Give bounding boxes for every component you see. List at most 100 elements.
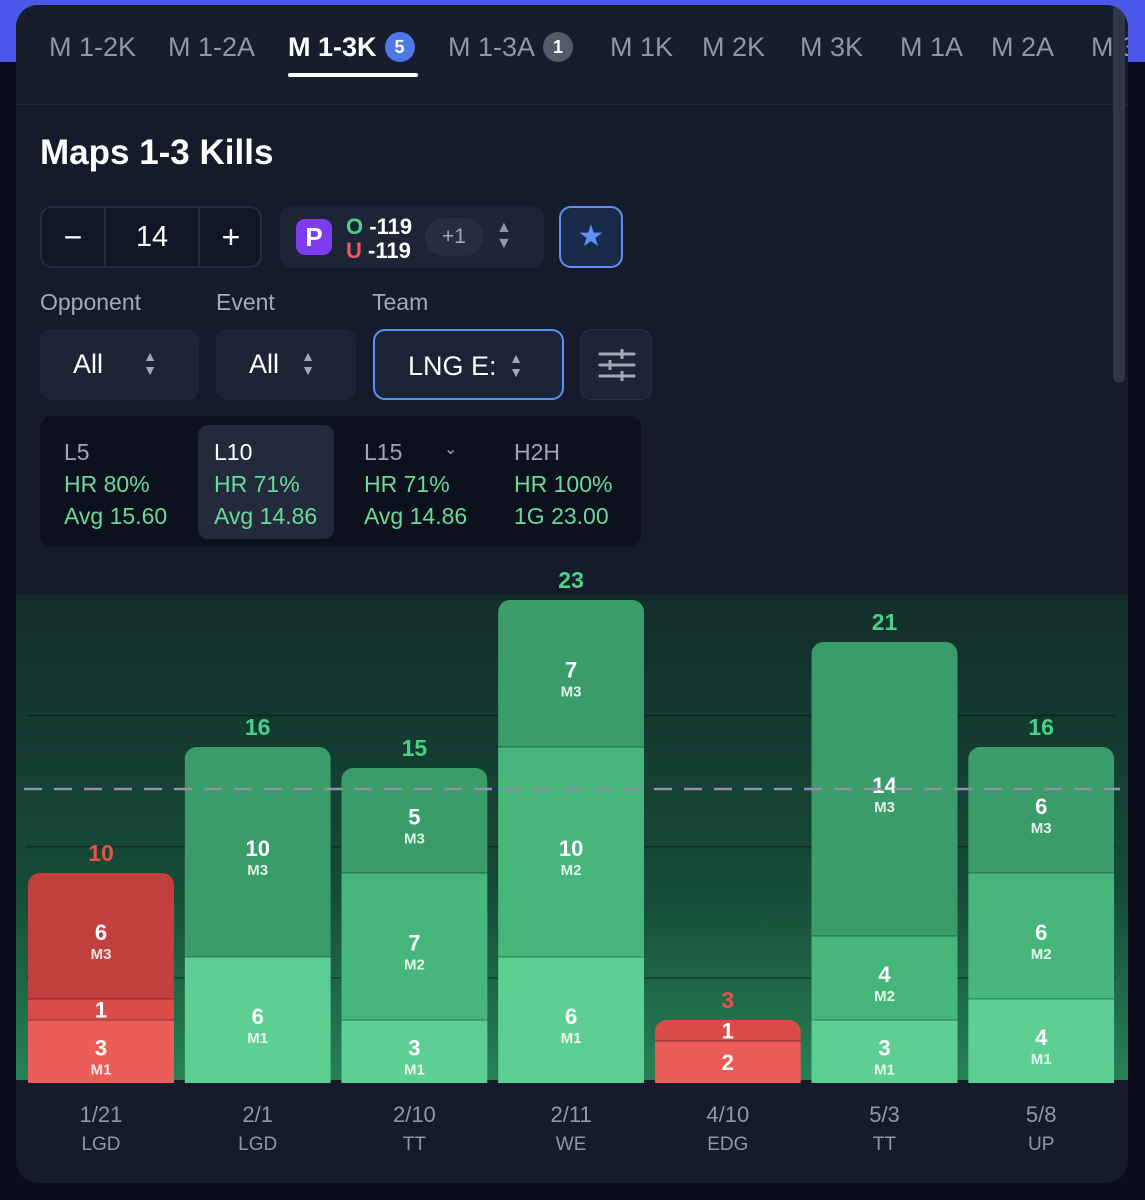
kills-bar-chart: 3M116M3106M110M3163M17M25M3156M110M27M32… <box>24 567 1120 1083</box>
segment-map-label: M1 <box>404 1062 425 1079</box>
x-axis-label: 2/10 TT <box>341 1102 487 1156</box>
odds-selector[interactable]: P O -119 U -119 +1 ▲ ▼ <box>280 206 544 268</box>
bar-segment-m1 <box>654 1041 801 1083</box>
increment-button[interactable]: + <box>221 219 241 255</box>
scrollbar[interactable] <box>1113 5 1125 383</box>
segment-map-label: M1 <box>561 1030 582 1047</box>
tab-5[interactable]: M 2K <box>702 32 765 72</box>
bar-segment-m1 <box>811 1020 958 1083</box>
tab-label: M 3K <box>800 32 864 62</box>
segment-value: 4 <box>878 962 891 987</box>
segment-map-label: M2 <box>561 862 582 879</box>
segment-value: 1 <box>95 998 107 1023</box>
bar-segment-m3 <box>184 747 331 957</box>
x-axis-label: 2/11 WE <box>498 1102 644 1156</box>
segment-value: 3 <box>95 1036 107 1061</box>
segment-map-label: M1 <box>91 1062 112 1079</box>
stat-card-h2h[interactable]: H2H HR 100% 1G 23.00 <box>498 425 634 539</box>
bar-4/10[interactable]: 2 1 3 <box>654 987 801 1083</box>
bar-segment-m2 <box>811 936 958 1020</box>
stat-avg: 1G 23.00 <box>514 503 609 529</box>
tab-label: M 2A <box>991 32 1055 62</box>
opponent-team: LGD <box>238 1134 278 1155</box>
tab-6[interactable]: M 3K <box>800 32 863 72</box>
tab-label: M 1-2K <box>49 32 137 62</box>
prizepicks-logo-icon: P <box>296 219 332 255</box>
tab-label: M 1A <box>900 32 964 62</box>
segment-value: 1 <box>722 1019 734 1044</box>
bar-2/10[interactable]: 3M1 7M2 5M3 15 <box>341 735 488 1083</box>
stats-summary: L5 HR 80% Avg 15.60 L10 HR 71% Avg 14.86 L15 HR… <box>40 416 641 547</box>
game-date: 2/11 <box>550 1102 592 1127</box>
tab-2[interactable]: M 1-3K 5 <box>288 32 415 72</box>
x-axis-label: 1/21 LGD <box>28 1102 174 1156</box>
segment-map-label: M2 <box>404 957 425 974</box>
segment-map-label: M1 <box>247 1030 268 1047</box>
x-axis-label: 4/10 EDG <box>655 1102 801 1156</box>
bar-total-label: 21 <box>872 609 898 635</box>
stat-card-l15[interactable]: L15 HR 71% Avg 14.86 ⌄ <box>348 425 484 539</box>
filter-settings-button[interactable] <box>580 329 652 400</box>
bar-total-label: 15 <box>402 735 428 761</box>
segment-value: 3 <box>878 1036 890 1061</box>
stat-head: L5 <box>64 439 90 465</box>
tab-4[interactable]: M 1K <box>610 32 673 72</box>
line-stepper: − 14 + <box>40 206 262 268</box>
stat-card-l5[interactable]: L5 HR 80% Avg 15.60 <box>48 425 184 539</box>
tab-bar: M 1-2K M 1-2A M 1-3K 5 M 1-3A 1 M 1K M 2K M 3K M … <box>16 5 1128 105</box>
bar-1/21[interactable]: 3M1 1 6M3 10 <box>28 840 174 1083</box>
team-label: Team <box>372 289 429 315</box>
segment-value: 5 <box>408 805 420 830</box>
bar-segment-m2 <box>341 873 488 1020</box>
segment-value: 6 <box>252 1004 264 1029</box>
bar-segment-m3 <box>341 768 488 873</box>
opponent-team: EDG <box>707 1134 749 1155</box>
event-label: Event <box>216 289 275 315</box>
game-date: 5/8 <box>1025 1102 1057 1127</box>
stat-card-l10[interactable]: L10 HR 71% Avg 14.86 <box>198 425 334 539</box>
segment-value: 6 <box>565 1004 577 1029</box>
tab-label: M 1-3K <box>288 32 377 62</box>
bar-segment-m3 <box>28 873 174 999</box>
bar-segment-m1 <box>498 957 645 1083</box>
favorite-star-button[interactable]: ★ <box>559 206 623 268</box>
game-date: 2/1 <box>242 1102 273 1127</box>
bar-total-label: 10 <box>88 840 114 866</box>
page-title: Maps 1-3 Kills <box>40 133 274 172</box>
tab-3[interactable]: M 1-3A 1 <box>448 32 574 72</box>
event-select[interactable]: All ▲ ▼ <box>216 329 356 400</box>
line-value[interactable]: 14 <box>104 208 200 266</box>
segment-value: 10 <box>559 836 583 861</box>
stat-avg: Avg 15.60 <box>64 503 168 529</box>
bar-segment-m2 <box>28 999 174 1020</box>
chevron-down-icon[interactable]: ⌄ <box>444 441 458 458</box>
opponent-team: WE <box>555 1134 587 1155</box>
more-books-button[interactable]: +1 <box>425 218 483 256</box>
opponent-select[interactable]: All ▲ ▼ <box>40 329 199 400</box>
opponent-team: TT <box>872 1134 897 1155</box>
tab-7[interactable]: M 1A <box>900 32 963 72</box>
stat-head: H2H <box>514 439 561 465</box>
segment-map-label: M3 <box>561 684 582 701</box>
game-date: 2/10 <box>392 1102 436 1127</box>
segment-map-label: M2 <box>874 988 895 1005</box>
segment-map-label: M1 <box>874 1062 895 1079</box>
team-select[interactable]: LNG E: ▲ ▼ <box>373 329 564 400</box>
segment-value: 7 <box>408 931 420 956</box>
tab-0[interactable]: M 1-2K <box>49 32 136 72</box>
opponent-team: TT <box>402 1134 426 1155</box>
tab-8[interactable]: M 2A <box>991 32 1054 72</box>
bar-segment-m1 <box>184 957 331 1083</box>
x-axis-label: 5/8 UP <box>968 1102 1114 1156</box>
stat-avg: Avg 14.86 <box>214 503 318 529</box>
star-icon: ★ <box>577 220 605 253</box>
segment-value: 10 <box>245 836 269 861</box>
segment-value: 6 <box>1035 920 1047 945</box>
decrement-button[interactable]: − <box>63 219 83 255</box>
tab-1[interactable]: M 1-2A <box>168 32 255 72</box>
segment-map-label: M3 <box>1031 820 1052 837</box>
